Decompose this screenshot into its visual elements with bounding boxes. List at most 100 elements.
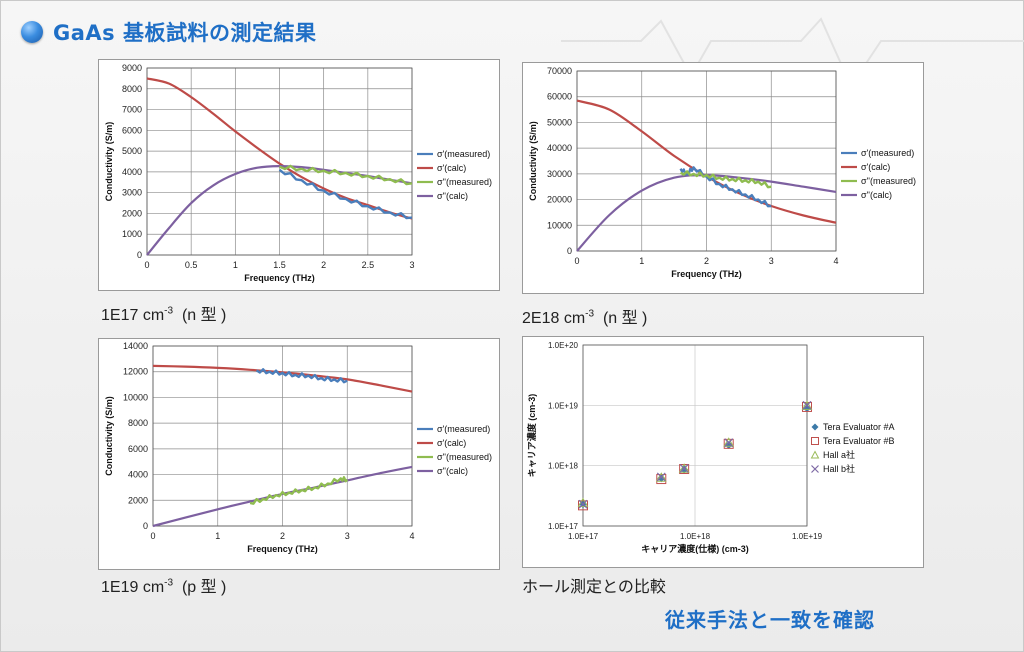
x-axis-label: Frequency (THz) [247, 544, 318, 554]
legend-label: σ''(measured) [437, 452, 492, 462]
legend-label: Hall b社 [823, 463, 855, 474]
x-tick-label: 1 [233, 260, 238, 270]
x-axis-label: Frequency (THz) [244, 273, 315, 283]
legend-label: σ''(measured) [861, 176, 916, 186]
x-tick-label: 2 [280, 531, 285, 541]
caption-1e17-exp: -3 [164, 305, 174, 317]
y-tick-label: 2000 [128, 495, 148, 505]
caption-1e19-exp: -3 [164, 577, 174, 589]
bullet-icon [21, 21, 43, 43]
x-tick-label: 0 [150, 531, 155, 541]
x-tick-label: 0 [574, 256, 579, 266]
chart-panel-hall-comparison: 1.0E+17 1.0E+18 1.0E+19 1.0E+20 1.0E+17 1.0E+… [522, 336, 924, 568]
chart-panel-1e19: 0 2000 4000 6000 8000 10000 12000 14000 0 1 2 3 4 Fre… [98, 338, 500, 570]
y-tick-label: 5000 [122, 146, 142, 156]
chart4-group: 1.0E+17 1.0E+18 1.0E+19 1.0E+20 1.0E+17 1.0E+… [526, 341, 895, 554]
x-tick-label: 1.0E+19 [792, 532, 823, 541]
legend-label: σ''(measured) [437, 177, 492, 187]
y-axis-label: Conductivity (S/m) [528, 121, 538, 201]
y-tick-label: 20000 [547, 195, 572, 205]
x-tick-label: 4 [833, 256, 838, 266]
y-tick-label: 10000 [547, 220, 572, 230]
y-axis-label: Conductivity (S/m) [104, 122, 114, 202]
caption-1e19-type: (p 型 ) [181, 579, 227, 596]
legend-marker [811, 465, 819, 473]
y-tick-label: 40000 [547, 143, 572, 153]
y-tick-label: 60000 [547, 92, 572, 102]
x-axis-label: キャリア濃度(仕様) (cm-3) [641, 543, 749, 554]
data-point-hall-b [679, 464, 689, 473]
legend-label: σ'(calc) [437, 163, 466, 173]
series-line [278, 168, 413, 220]
x-tick-label: 1.5 [273, 260, 286, 270]
legend-label: σ'(calc) [437, 438, 466, 448]
chart-panel-1e17: 0 1000 2000 3000 4000 5000 6000 7000 8000 9000 0 0.… [98, 59, 500, 291]
legend-marker [810, 450, 820, 459]
chart-panel-2e18: 0 10000 20000 30000 40000 50000 60000 70000 0 1 2 3… [522, 62, 924, 294]
y-tick-label: 4000 [128, 470, 148, 480]
series-line [249, 476, 349, 505]
legend-label: Hall a社 [823, 449, 855, 460]
series-line [279, 164, 413, 186]
y-tick-label: 9000 [122, 63, 142, 73]
y-tick-label: 10000 [123, 392, 148, 402]
caption-2e18: 2E18 cm-3 (n 型 ) [522, 304, 647, 328]
legend-label: σ''(calc) [437, 191, 468, 201]
chart1-group: 0 1000 2000 3000 4000 5000 6000 7000 8000 9000 0 0.… [104, 63, 492, 283]
y-tick-label: 30000 [547, 169, 572, 179]
x-tick-label: 4 [409, 531, 414, 541]
caption-hall: ホール測定との比較 [522, 573, 666, 597]
plot-area-border [146, 67, 413, 256]
y-tick-label: 2000 [122, 208, 142, 218]
chart2-group: 0 10000 20000 30000 40000 50000 60000 70000 0 1 2 3… [528, 66, 916, 279]
legend-label: Tera Evaluator #A [823, 422, 895, 432]
y-tick-label: 8000 [122, 84, 142, 94]
plot-area-border [576, 70, 837, 252]
data-point-hall-a [801, 400, 813, 410]
data-point-tera-b [578, 500, 588, 511]
data-point-hall-a [723, 437, 735, 447]
x-tick-label: 2 [321, 260, 326, 270]
x-tick-label: 2.5 [362, 260, 375, 270]
x-tick-label: 1 [215, 531, 220, 541]
legend-label: Tera Evaluator #B [823, 436, 895, 446]
caption-2e18-type: (n 型 ) [602, 310, 648, 327]
x-axis-label: Frequency (THz) [671, 269, 742, 279]
y-tick-label: 8000 [128, 418, 148, 428]
x-tick-label: 3 [345, 531, 350, 541]
x-tick-label: 2 [704, 256, 709, 266]
hall-comparison-chart: 1.0E+17 1.0E+18 1.0E+19 1.0E+20 1.0E+17 1.0E+… [526, 341, 895, 554]
caption-1e17-type: (n 型 ) [181, 307, 227, 324]
legend-marker [811, 437, 819, 445]
legend-label: σ'(measured) [437, 424, 490, 434]
y-tick-label: 1.0E+19 [548, 401, 579, 410]
caption-1e19-main: 1E19 cm [101, 579, 165, 596]
y-tick-label: 7000 [122, 105, 142, 115]
slide-title: GaAs 基板試料の測定結果 [21, 17, 316, 47]
slide-title-text: GaAs 基板試料の測定結果 [53, 21, 317, 45]
legend-label: σ'(measured) [437, 149, 490, 159]
conductivity-chart-1e19: 0 2000 4000 6000 8000 10000 12000 14000 0 1 2 3 4 Fre… [104, 341, 492, 554]
data-point-hall-b [578, 499, 588, 509]
conclusion-text: 従来手法と一致を確認 [665, 608, 875, 632]
conductivity-chart-1e17: 0 1000 2000 3000 4000 5000 6000 7000 8000 9000 0 0.… [104, 63, 492, 283]
y-tick-label: 70000 [547, 66, 572, 76]
y-axis-label: キャリア濃度 (cm-3) [526, 394, 537, 478]
y-tick-label: 6000 [128, 444, 148, 454]
data-point-hall-b [802, 400, 812, 410]
y-tick-label: 6000 [122, 125, 142, 135]
x-tick-label: 0 [144, 260, 149, 270]
data-point-hall-b [724, 438, 734, 448]
legend-label: σ'(calc) [861, 162, 890, 172]
data-point-tera-a [803, 404, 811, 413]
conductivity-chart-2e18: 0 10000 20000 30000 40000 50000 60000 70000 0 1 2 3… [528, 66, 916, 279]
caption-2e18-main: 2E18 cm [522, 310, 586, 327]
series-line [679, 170, 772, 189]
data-point-tera-b [723, 438, 734, 449]
x-tick-label: 3 [409, 260, 414, 270]
x-tick-label: 3 [769, 256, 774, 266]
caption-hall-text: ホール測定との比較 [522, 579, 666, 596]
y-tick-label: 4000 [122, 167, 142, 177]
data-point-tera-b [656, 474, 667, 485]
